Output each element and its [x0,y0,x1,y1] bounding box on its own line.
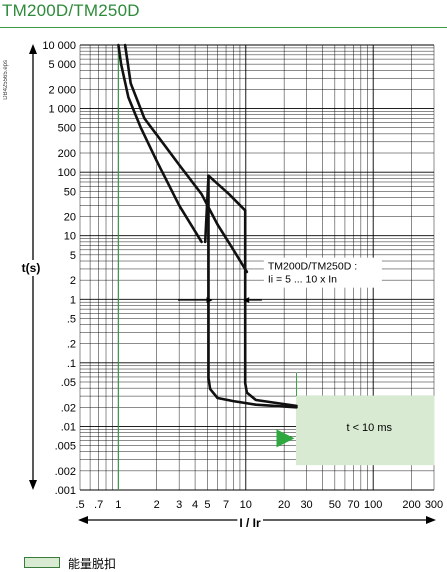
x-tick-label: 4 [192,499,198,511]
trip-curve-4 [207,174,298,409]
tick-labels: 10 000 5 000 2 000 1 000 500 200 100 50 20 10 5 2 1.… [19,40,443,531]
y-axis-arrow-down-icon [29,480,37,490]
x-tick-label: 100 [364,499,382,511]
x-tick-label: 3 [176,499,182,511]
annotations: TM200D/TM250D :Ii = 5 ... 10 x In [178,257,382,304]
x-tick-label: 1 [115,499,121,511]
y-tick-label: .002 [55,466,76,478]
x-tick-label: .7 [94,499,103,511]
y-tick-label: .02 [61,402,76,414]
x-tick-label: 70 [347,499,359,511]
y-tick-label: .05 [61,377,76,389]
annotation-text: Ii = 5 ... 10 x In [268,274,337,286]
pointer-arrow-right-icon [243,297,250,304]
x-tick-label: 50 [329,499,341,511]
x-tick-label: 7 [223,499,229,511]
pointer-arrow-left-icon [206,297,213,304]
y-tick-label: 20 [64,212,76,224]
trip-curve-5 [243,209,298,408]
y-tick-label: 10 000 [42,40,76,52]
y-tick-label: 2 000 [48,84,76,96]
y-tick-label: .001 [55,485,76,497]
x-axis-label: I / Ir [239,516,261,530]
x-tick-label: .5 [75,499,84,511]
y-tick-label: 10 [64,231,76,243]
y-tick-label: 1 [70,294,76,306]
y-tick-label: 200 [58,148,76,160]
trip-curves [117,43,298,409]
x-tick-label: 20 [278,499,290,511]
trip-curve-2 [123,43,249,274]
energy-trip-zone [295,395,435,466]
zone-arrow-icon [276,429,295,448]
trip-curve-3 [203,174,247,244]
zone-label: t < 10 ms [346,422,392,434]
annotation-text: TM200D/TM250D : [268,261,357,273]
x-tick-label: 300 [425,499,443,511]
x-tick-label: 30 [300,499,312,511]
y-tick-label: .01 [61,421,76,433]
x-tick-label: 2 [154,499,160,511]
y-axis-label: t(s) [22,261,41,275]
trip-curve-1 [117,43,203,244]
y-tick-label: .2 [67,339,76,351]
legend-label: 能量脱扣 [68,557,117,571]
energy-trip-region: t < 10 ms [276,372,435,466]
y-tick-label: .5 [67,313,76,325]
title-underline [0,27,447,28]
y-tick-label: 100 [58,167,76,179]
y-tick-label: 5 [70,250,76,262]
x-tick-label: 5 [204,499,210,511]
legend-swatch [24,557,60,568]
x-axis-arrow-left-icon [78,516,88,524]
y-tick-label: 2 [70,275,76,287]
y-tick-label: 1 000 [48,104,76,116]
y-tick-label: .1 [67,358,76,370]
x-tick-label: 200 [402,499,420,511]
y-tick-label: 5 000 [48,59,76,71]
y-tick-label: 50 [64,186,76,198]
annotation-box [263,257,382,288]
y-tick-label: .005 [55,441,76,453]
chart-title: TM200D/TM250D [2,1,140,20]
y-axis-arrow-up-icon [29,44,37,54]
x-axis-arrow-right-icon [426,516,436,524]
y-tick-label: 500 [58,123,76,135]
x-tick-label: 10 [240,499,252,511]
